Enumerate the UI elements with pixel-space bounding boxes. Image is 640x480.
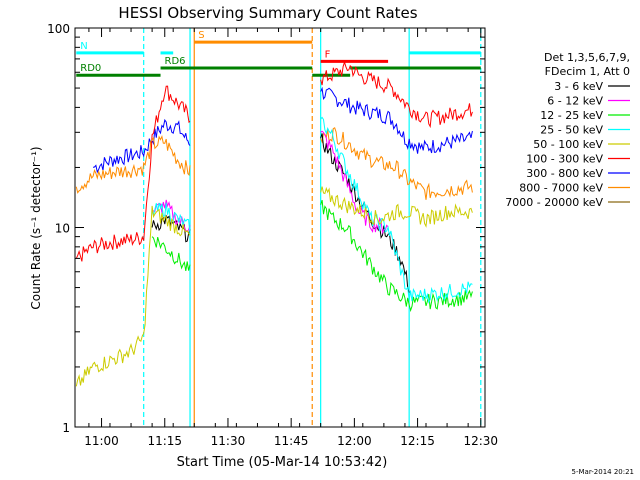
legend-label-0: 3 - 6 keV — [554, 80, 603, 93]
series-line-2 — [75, 127, 473, 200]
flag-label-rd0: RD0 — [80, 63, 101, 74]
legend-label-3: 25 - 50 keV — [540, 124, 603, 137]
x-tick-label-3: 11:45 — [274, 434, 309, 448]
x-tick-label-6: 12:30 — [463, 434, 498, 448]
flag-label-f: F — [325, 49, 331, 60]
y-tick-label-1: 10 — [55, 222, 70, 236]
legend-label-1: 6 - 12 keV — [547, 95, 603, 108]
plot-frame — [74, 27, 486, 428]
x-tick-label-1: 11:15 — [147, 434, 182, 448]
legend-label-6: 300 - 800 keV — [526, 167, 603, 180]
legend-label-2: 12 - 25 keV — [540, 109, 603, 122]
series-line-4 — [151, 130, 389, 235]
y-tick-label-0: 1 — [62, 421, 70, 435]
flag-label-rd6: RD6 — [165, 56, 186, 67]
legend-header-1: Det 1,3,5,6,7,9, — [544, 51, 630, 64]
series-line-5 — [151, 199, 473, 313]
x-tick-label-0: 11:00 — [84, 434, 119, 448]
x-tick-label-4: 12:00 — [337, 434, 372, 448]
chart-title: HESSI Observing Summary Count Rates — [118, 4, 417, 22]
x-axis-label: Start Time (05-Mar-14 10:53:42) — [177, 455, 388, 470]
legend-label-8: 7000 - 20000 keV — [505, 196, 603, 209]
legend-header-2: FDecim 1, Att 0 — [545, 65, 630, 78]
y-axis-label: Count Rate (s⁻¹ detector⁻¹) — [29, 146, 43, 309]
flag-label-s: S — [198, 30, 204, 41]
y-tick-label-2: 100 — [47, 22, 70, 36]
series-line-7 — [75, 186, 473, 387]
legend-label-4: 50 - 100 keV — [533, 138, 603, 151]
series-line-1 — [75, 60, 473, 262]
legend-label-7: 800 - 7000 keV — [519, 182, 603, 195]
series-line-6 — [151, 116, 473, 304]
flag-label-n: N — [80, 41, 87, 52]
footer-date: 5-Mar-2014 20:21 — [572, 468, 634, 476]
x-tick-label-2: 11:30 — [211, 434, 246, 448]
legend-label-5: 100 - 300 keV — [526, 153, 603, 166]
x-tick-label-5: 12:15 — [400, 434, 435, 448]
series-line-0 — [92, 86, 473, 174]
